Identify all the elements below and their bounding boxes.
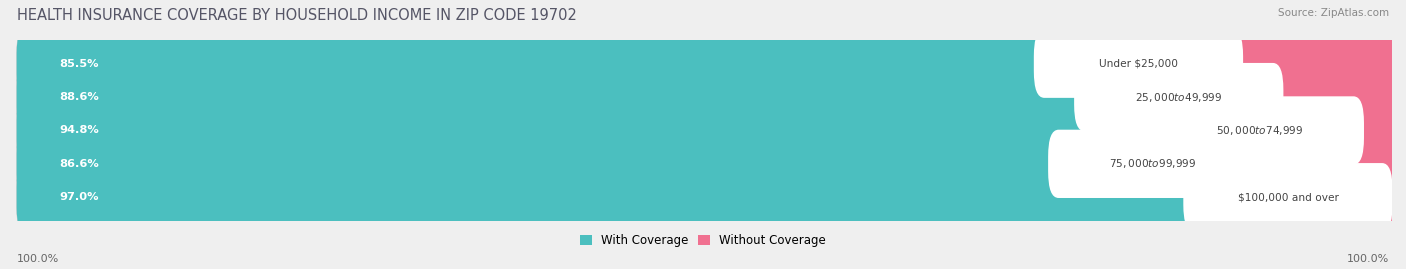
Text: Under $25,000: Under $25,000 <box>1099 59 1178 69</box>
FancyBboxPatch shape <box>17 93 1270 168</box>
FancyBboxPatch shape <box>1033 30 1243 98</box>
Text: 94.8%: 94.8% <box>59 125 100 136</box>
Text: Source: ZipAtlas.com: Source: ZipAtlas.com <box>1278 8 1389 18</box>
Text: HEALTH INSURANCE COVERAGE BY HOUSEHOLD INCOME IN ZIP CODE 19702: HEALTH INSURANCE COVERAGE BY HOUSEHOLD I… <box>17 8 576 23</box>
FancyBboxPatch shape <box>1154 96 1364 165</box>
Text: 86.6%: 86.6% <box>59 159 100 169</box>
Text: $25,000 to $49,999: $25,000 to $49,999 <box>1135 91 1222 104</box>
Text: $75,000 to $99,999: $75,000 to $99,999 <box>1109 157 1197 170</box>
FancyBboxPatch shape <box>17 27 1149 101</box>
FancyBboxPatch shape <box>1239 135 1406 193</box>
FancyBboxPatch shape <box>17 60 1337 134</box>
Text: 100.0%: 100.0% <box>17 254 59 264</box>
Text: 100.0%: 100.0% <box>1347 254 1389 264</box>
Legend: With Coverage, Without Coverage: With Coverage, Without Coverage <box>579 234 827 247</box>
FancyBboxPatch shape <box>17 160 1298 234</box>
FancyBboxPatch shape <box>17 27 1337 101</box>
FancyBboxPatch shape <box>17 127 1163 201</box>
FancyBboxPatch shape <box>17 93 1337 168</box>
Text: 97.0%: 97.0% <box>59 192 98 202</box>
FancyBboxPatch shape <box>17 60 1189 134</box>
FancyBboxPatch shape <box>1265 68 1406 126</box>
FancyBboxPatch shape <box>17 160 1337 234</box>
Text: 85.5%: 85.5% <box>59 59 98 69</box>
Text: 88.6%: 88.6% <box>59 92 100 102</box>
FancyBboxPatch shape <box>1074 63 1284 131</box>
FancyBboxPatch shape <box>1184 163 1392 231</box>
Text: $50,000 to $74,999: $50,000 to $74,999 <box>1216 124 1303 137</box>
FancyBboxPatch shape <box>1225 35 1406 93</box>
FancyBboxPatch shape <box>1375 168 1406 226</box>
FancyBboxPatch shape <box>1346 102 1406 159</box>
FancyBboxPatch shape <box>1047 130 1257 198</box>
FancyBboxPatch shape <box>17 127 1337 201</box>
Text: $100,000 and over: $100,000 and over <box>1237 192 1339 202</box>
